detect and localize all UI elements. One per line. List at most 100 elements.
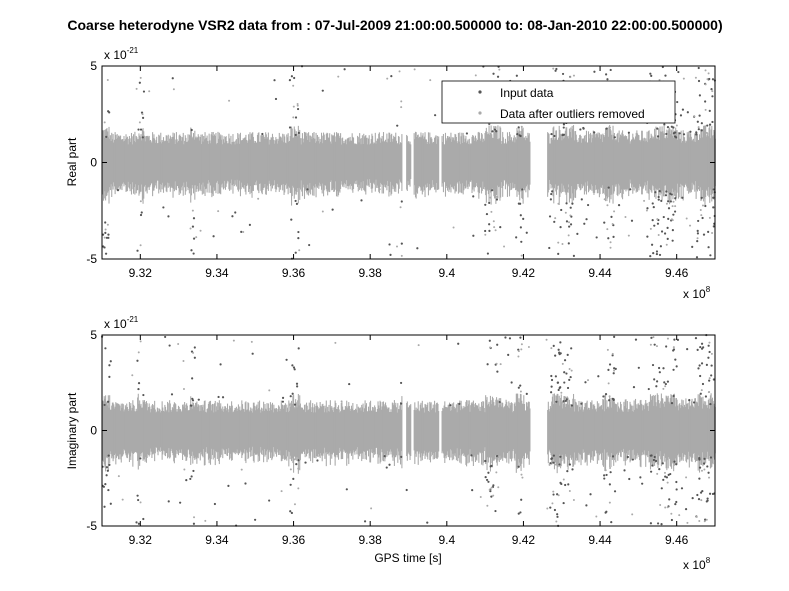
input-data-point: [471, 489, 474, 492]
cleaned-data-column: [437, 139, 439, 190]
cleaned-data-column: [272, 136, 274, 186]
cleaned-data-column: [168, 412, 170, 449]
cleaned-data-column: [314, 142, 316, 185]
input-data-point: [673, 210, 677, 213]
input-data-point: [696, 120, 699, 123]
cleaned-data-column: [598, 406, 600, 456]
cleaned-data-column: [158, 411, 160, 450]
cleaned-data-column: [109, 138, 111, 188]
cleaned-data-column: [508, 408, 511, 452]
input-data-point: [700, 122, 703, 125]
cleaned-data-column: [593, 404, 595, 457]
input-data-point: [699, 491, 703, 494]
cleaned-data-column: [517, 401, 519, 458]
cleaned-data-column: [678, 404, 680, 458]
cleaned-data-column: [344, 139, 346, 185]
cleaned-data-column: [696, 132, 698, 190]
cleaned-data-column: [681, 405, 684, 454]
cleaned-data-column: [600, 405, 602, 454]
cleaned-data-column: [489, 395, 491, 472]
cleaned-data-column: [615, 403, 617, 463]
cleaned-data-column: [683, 407, 685, 457]
cleaned-data-column: [489, 133, 491, 193]
cleaned-data-column: [217, 131, 219, 194]
cleaned-data-column: [206, 135, 208, 193]
cleaned-data-column: [222, 144, 224, 184]
cleaned-data-column: [363, 137, 365, 191]
cleaned-data-column: [129, 405, 131, 457]
input-data-point: [656, 127, 659, 130]
cleaned-data-column: [185, 404, 187, 461]
cleaned-data-column: [191, 138, 193, 186]
input-data-point: [107, 233, 110, 236]
cleaned-data-column: [192, 402, 195, 456]
input-data-point: [517, 386, 520, 389]
cleaned-data-point: [569, 76, 572, 79]
input-data-point: [691, 245, 694, 248]
cleaned-data-column: [400, 143, 402, 184]
cleaned-data-point: [452, 226, 455, 229]
input-data-point: [670, 193, 673, 196]
cleaned-data-column: [290, 128, 292, 193]
input-data-point: [712, 206, 715, 209]
cleaned-data-column: [673, 137, 675, 192]
input-data-point: [109, 360, 112, 363]
input-data-point: [613, 335, 616, 338]
cleaned-data-column: [602, 399, 605, 467]
cleaned-data-point: [334, 341, 337, 344]
cleaned-data-column: [527, 402, 529, 458]
cleaned-data-column: [291, 400, 293, 462]
cleaned-data-column: [646, 402, 648, 456]
legend-marker-cleaned: [478, 111, 482, 115]
cleaned-data-column: [285, 143, 287, 184]
input-data-point: [489, 465, 492, 468]
cleaned-data-column: [113, 408, 115, 456]
cleaned-data-column: [567, 397, 569, 470]
cleaned-data-point: [685, 476, 688, 479]
cleaned-data-column: [667, 130, 669, 200]
cleaned-data-column: [643, 409, 645, 451]
input-data-point: [712, 225, 715, 228]
cleaned-data-column: [628, 134, 630, 191]
cleaned-data-column: [422, 408, 424, 456]
cleaned-data-column: [160, 143, 162, 185]
cleaned-data-column: [118, 137, 120, 187]
cleaned-data-column: [320, 141, 322, 185]
cleaned-data-column: [274, 140, 276, 189]
cleaned-data-column: [683, 136, 685, 187]
cleaned-data-column: [297, 136, 299, 189]
cleaned-data-column: [427, 132, 429, 196]
cleaned-data-column: [394, 405, 396, 458]
cleaned-data-column: [364, 135, 366, 192]
cleaned-data-point: [555, 520, 558, 523]
cleaned-data-column: [682, 400, 684, 461]
input-data-point: [294, 133, 297, 137]
cleaned-data-column: [250, 139, 252, 187]
cleaned-data-column: [282, 408, 284, 456]
input-data-point: [490, 189, 494, 192]
cleaned-data-column: [660, 131, 662, 193]
input-data-point: [567, 483, 570, 486]
cleaned-data-column: [319, 402, 321, 459]
cleaned-data-column: [561, 402, 563, 462]
cleaned-data-column: [107, 137, 109, 192]
cleaned-data-column: [339, 412, 341, 448]
cleaned-data-column: [222, 406, 224, 459]
cleaned-data-column: [599, 134, 601, 195]
cleaned-data-column: [162, 141, 164, 183]
cleaned-data-column: [622, 411, 624, 449]
input-data-point: [656, 522, 660, 525]
cleaned-data-column: [236, 143, 238, 180]
input-data-point: [331, 208, 334, 211]
cleaned-data-column: [634, 409, 636, 455]
cleaned-data-column: [126, 403, 128, 458]
cleaned-data-column: [118, 403, 120, 460]
cleaned-data-column: [107, 395, 109, 471]
cleaned-data-column: [134, 411, 136, 453]
cleaned-data-column: [340, 411, 342, 452]
cleaned-data-column: [108, 407, 110, 456]
cleaned-data-column: [597, 407, 599, 454]
cleaned-data-point: [293, 503, 296, 506]
cleaned-data-point: [242, 230, 245, 233]
cleaned-data-column: [269, 410, 271, 451]
